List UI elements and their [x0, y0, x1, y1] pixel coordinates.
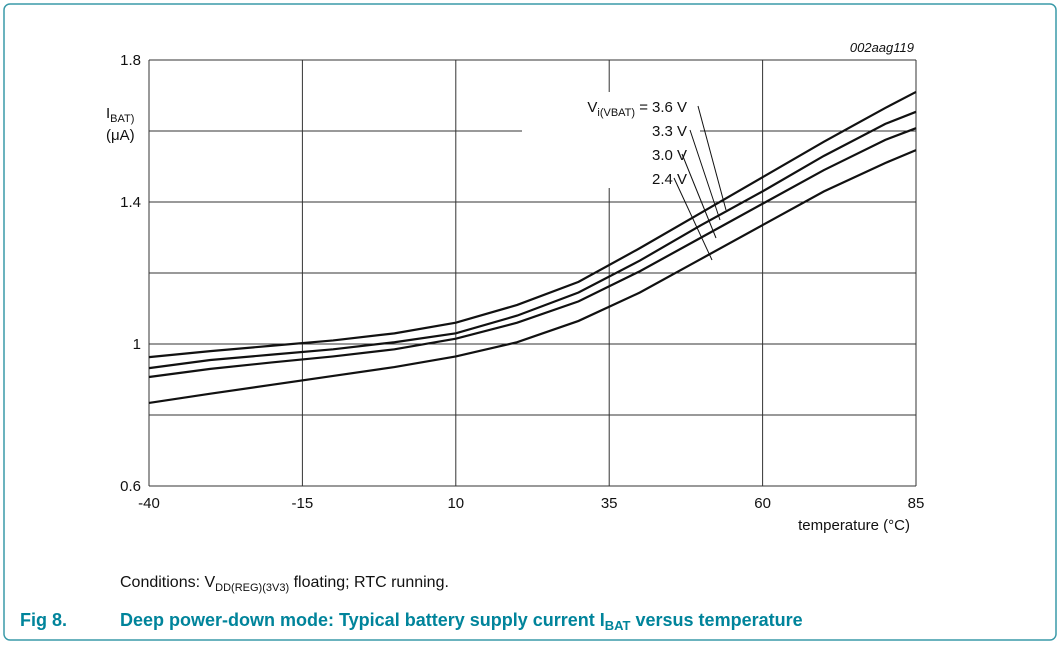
leader-line — [689, 129, 721, 221]
x-tick-label: 85 — [908, 495, 925, 512]
y-axis-unit: (μA) — [106, 127, 135, 144]
x-tick-label: 10 — [447, 495, 464, 512]
leader-line — [681, 153, 717, 239]
conditions-post: floating; RTC running. — [289, 574, 449, 591]
leader-line — [697, 105, 727, 211]
leader-line — [673, 177, 713, 261]
caption-pre: Deep power-down mode: Typical battery su… — [120, 610, 605, 630]
caption-sub: BAT — [605, 618, 631, 633]
y-tick-label: 1 — [133, 336, 141, 353]
x-tick-label: 60 — [754, 495, 771, 512]
legend-prefix-sub: i(VBAT) — [597, 107, 635, 119]
y-label-sub: BAT) — [110, 113, 134, 125]
conditions-pre: Conditions: V — [120, 574, 215, 591]
legend-prefix-eq: = — [635, 99, 648, 116]
series-label: 2.4 V — [652, 171, 687, 188]
series-label: 3.0 V — [652, 147, 687, 164]
y-tick-label: 1.8 — [120, 52, 141, 69]
figure-code: 002aag119 — [850, 40, 914, 55]
frame — [3, 3, 1057, 641]
figure-caption: Deep power-down mode: Typical battery su… — [120, 610, 803, 633]
legend-prefix-main: V — [587, 99, 597, 116]
y-axis-label: IBAT) — [106, 105, 134, 125]
legend-prefix: Vi(VBAT) = — [587, 99, 648, 119]
series-line — [148, 149, 917, 405]
x-tick-label: -40 — [138, 495, 160, 512]
figure-number: Fig 8. — [20, 610, 67, 630]
series-label: 3.6 V — [652, 99, 687, 116]
x-axis-label: temperature (°C) — [798, 517, 910, 534]
series-line — [148, 90, 917, 359]
y-label-main: I — [106, 105, 110, 122]
series-line — [148, 127, 917, 379]
x-tick-label: 35 — [601, 495, 618, 512]
conditions: Conditions: VDD(REG)(3V3) floating; RTC … — [120, 574, 449, 594]
caption-post: versus temperature — [631, 610, 803, 630]
series-line — [148, 110, 917, 370]
label-backdrop — [522, 92, 700, 188]
series-label: 3.3 V — [652, 123, 687, 140]
plot: 0.6 1 1.4 1.8 -40 -15 10 35 60 85 3.6 V 3.3 V 3.0 V 2… — [120, 52, 924, 512]
y-tick-label: 1.4 — [120, 194, 141, 211]
x-tick-label: -15 — [292, 495, 314, 512]
conditions-sub: DD(REG)(3V3) — [215, 582, 289, 594]
y-tick-label: 0.6 — [120, 478, 141, 495]
